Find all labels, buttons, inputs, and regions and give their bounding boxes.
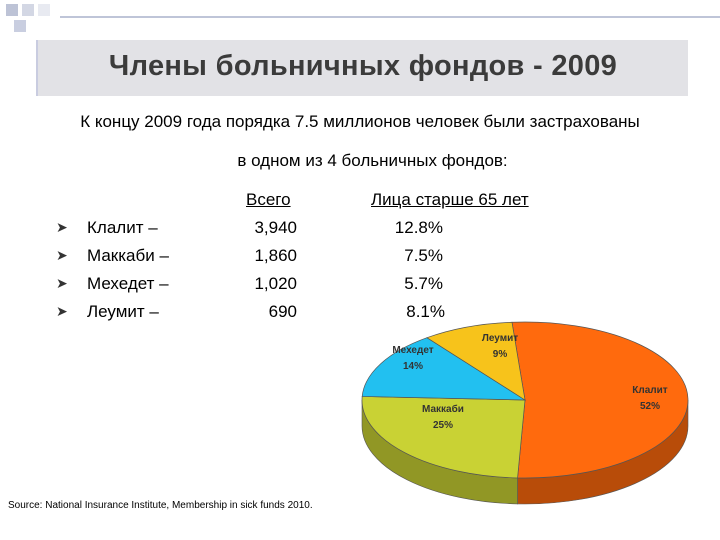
- pie-value-label: 14%: [403, 361, 423, 372]
- title-bar: Члены больничных фондов - 2009: [36, 40, 688, 96]
- pie-label: Мехедет: [392, 345, 433, 356]
- fund-name: Леумит –: [87, 302, 159, 321]
- list-item: ➤ Маккаби – 1,860 7.5%: [0, 246, 720, 274]
- intro-text-line-2: в одном из 4 больничных фондов:: [237, 151, 508, 170]
- deco-square: [6, 4, 18, 16]
- pie-slice-3: [361, 337, 527, 401]
- arrow-bullet-icon: ➤: [56, 303, 68, 319]
- pie-slice-4: [426, 321, 526, 401]
- fund-total: 1,020: [254, 274, 297, 293]
- list-item: ➤ Мехедет – 1,020 5.7%: [0, 274, 720, 302]
- intro-text-line-1: К концу 2009 года порядка 7.5 миллионов …: [80, 112, 640, 131]
- list-item: ➤ Леумит – 690 8.1%: [0, 302, 720, 330]
- arrow-bullet-icon: ➤: [56, 275, 68, 291]
- source-note: Source: National Insurance Institute, Me…: [8, 500, 313, 511]
- pie-label: Клалит: [632, 385, 668, 396]
- fund-name: Маккаби –: [87, 246, 169, 265]
- fund-total: 1,860: [254, 246, 297, 265]
- deco-square: [22, 4, 34, 16]
- fund-over65: 12.8%: [394, 218, 443, 237]
- fund-total: 690: [268, 302, 297, 321]
- top-divider: [60, 16, 720, 18]
- fund-name: Мехедет –: [87, 274, 169, 293]
- pie-value-label: 52%: [640, 401, 660, 412]
- pie-value-label: 9%: [493, 349, 508, 360]
- pie-value-label: 25%: [433, 420, 453, 431]
- pie-label: Маккаби: [422, 403, 464, 415]
- pie-slice-1: [511, 321, 689, 479]
- fund-name: Клалит –: [87, 218, 158, 237]
- arrow-bullet-icon: ➤: [56, 247, 68, 263]
- fund-over65: 8.1%: [406, 302, 445, 321]
- arrow-bullet-icon: ➤: [56, 219, 68, 235]
- pie-label: Леумит: [482, 333, 518, 344]
- decorative-squares: [0, 0, 60, 40]
- list-item: ➤ Клалит – 3,940 12.8%: [0, 218, 720, 246]
- pie-slice-2: [361, 396, 526, 479]
- fund-over65: 7.5%: [404, 246, 443, 265]
- deco-square: [38, 4, 50, 16]
- column-header-over65: Лица старше 65 лет: [371, 190, 529, 209]
- fund-total: 3,940: [254, 218, 297, 237]
- column-header-total: Всего: [246, 190, 291, 209]
- fund-over65: 5.7%: [404, 274, 443, 293]
- deco-square: [14, 20, 26, 32]
- page-title: Члены больничных фондов - 2009: [108, 50, 618, 82]
